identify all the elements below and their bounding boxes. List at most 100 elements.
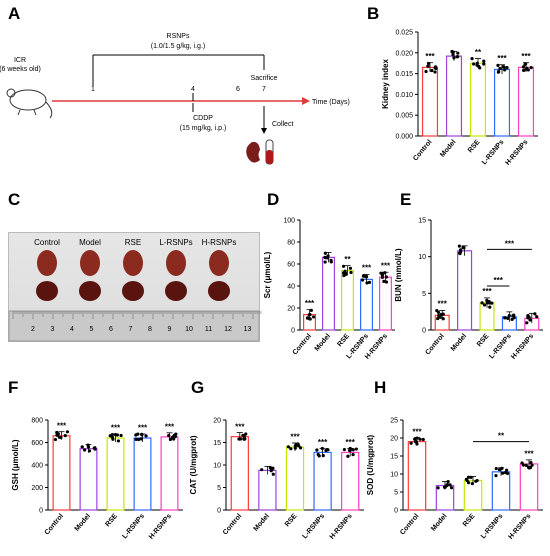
y-tick-label: 100 bbox=[283, 218, 295, 225]
x-tick-label: Control bbox=[412, 139, 433, 163]
x-tick-label: Control bbox=[222, 513, 243, 537]
data-point bbox=[421, 437, 425, 442]
data-point bbox=[324, 256, 328, 260]
data-point bbox=[448, 483, 452, 487]
x-tick-label: RSE bbox=[467, 139, 482, 155]
data-point bbox=[82, 448, 87, 452]
data-point bbox=[456, 51, 460, 55]
significance-label: *** bbox=[138, 424, 148, 433]
panel-letter-d: D bbox=[267, 190, 280, 209]
bar-model bbox=[79, 448, 98, 511]
x-tick-label: H-RSNPs bbox=[329, 513, 354, 541]
collect-arrowhead bbox=[261, 128, 267, 134]
timeline-arrow bbox=[302, 97, 310, 105]
data-point bbox=[271, 472, 275, 476]
y-tick-label: 0.025 bbox=[395, 30, 413, 37]
y-tick-label: 10 bbox=[390, 472, 398, 479]
data-point bbox=[409, 441, 413, 445]
significance-label: *** bbox=[346, 438, 356, 447]
bar-control bbox=[421, 66, 439, 137]
kidney-whole bbox=[123, 250, 143, 276]
x-tick-label: RSE bbox=[284, 513, 299, 529]
data-point bbox=[348, 448, 352, 452]
data-point bbox=[167, 434, 171, 438]
chart-kidney-index: 0.000 0.005 0.010 0.015 0.020 0.025 Kidney ind… bbox=[381, 30, 538, 167]
data-point bbox=[505, 468, 509, 472]
significance-label: *** bbox=[165, 423, 175, 432]
y-axis-label: BUN (mmol/L) bbox=[394, 248, 403, 302]
y-tick-label: 5 bbox=[422, 291, 426, 298]
kidney-whole bbox=[209, 250, 229, 276]
mouse-label-1: ICR bbox=[14, 57, 26, 64]
data-point bbox=[490, 301, 494, 305]
y-tick-label: 0 bbox=[394, 508, 398, 515]
kidney-whole bbox=[166, 250, 186, 276]
bar-h-rsnps bbox=[160, 436, 179, 511]
data-point bbox=[415, 442, 419, 446]
data-point bbox=[524, 62, 528, 66]
data-point bbox=[63, 433, 67, 438]
kidney-section bbox=[36, 281, 58, 301]
data-point bbox=[529, 461, 533, 465]
significance-label: *** bbox=[305, 299, 315, 308]
data-point bbox=[496, 63, 500, 67]
bar-h-rsnps bbox=[379, 276, 392, 331]
data-point bbox=[451, 52, 455, 56]
data-point bbox=[510, 317, 514, 322]
x-tick-label: Model bbox=[253, 513, 271, 533]
bar-rse bbox=[341, 269, 354, 331]
ruler-number: 12 bbox=[224, 326, 232, 333]
y-tick-label: 400 bbox=[31, 463, 43, 470]
ruler-number: 2 bbox=[31, 326, 35, 333]
data-point bbox=[293, 446, 297, 450]
significance-label: *** bbox=[235, 422, 245, 431]
ruler-number: 8 bbox=[148, 326, 152, 333]
data-point bbox=[87, 449, 92, 453]
data-point bbox=[260, 468, 264, 472]
day-7: 7 bbox=[262, 86, 266, 93]
data-point bbox=[527, 466, 531, 470]
data-point bbox=[320, 446, 324, 451]
x-tick-label: Control bbox=[292, 333, 313, 357]
panel-letter-e: E bbox=[400, 190, 412, 209]
data-point bbox=[144, 434, 148, 438]
data-point bbox=[475, 63, 479, 67]
data-point bbox=[528, 318, 532, 322]
data-point bbox=[80, 445, 84, 449]
data-point bbox=[365, 281, 369, 285]
data-point bbox=[286, 445, 290, 449]
panel-letter-f: F bbox=[8, 378, 19, 397]
data-point bbox=[474, 479, 478, 483]
data-point bbox=[455, 55, 459, 59]
data-point bbox=[430, 68, 434, 73]
data-point bbox=[268, 465, 272, 470]
ruler-number: 11 bbox=[205, 326, 212, 333]
y-tick-label: 20 bbox=[390, 436, 398, 443]
data-point bbox=[324, 448, 328, 453]
y-tick-label: 0 bbox=[291, 328, 295, 335]
data-point bbox=[382, 279, 386, 283]
panel-letter-a: A bbox=[8, 4, 21, 23]
data-point bbox=[445, 484, 449, 488]
data-point bbox=[469, 475, 473, 479]
data-point bbox=[506, 316, 510, 320]
photo-group-label: Model bbox=[79, 238, 101, 247]
data-point bbox=[116, 439, 121, 443]
significance-label: *** bbox=[57, 421, 67, 430]
data-point bbox=[342, 447, 347, 452]
y-axis-label: Scr (μmol/L) bbox=[263, 251, 272, 298]
x-tick-label: Control bbox=[399, 513, 420, 537]
x-tick-label: H-RSNPs bbox=[504, 139, 529, 167]
kidney-photo-drawing: Control Model RSE L-RSNPs H-RSNPs 2 3 4 5 6 7 8 9 10 1… bbox=[8, 238, 262, 342]
data-point bbox=[55, 433, 59, 437]
bar-rse bbox=[285, 446, 305, 511]
y-tick-label: 0 bbox=[422, 328, 426, 335]
significance-label: *** bbox=[438, 300, 448, 309]
data-point bbox=[311, 315, 316, 319]
data-point bbox=[244, 432, 248, 436]
data-point bbox=[466, 481, 471, 485]
data-point bbox=[418, 437, 422, 441]
data-point bbox=[480, 301, 484, 305]
y-axis-label: Kidney index bbox=[381, 59, 390, 109]
